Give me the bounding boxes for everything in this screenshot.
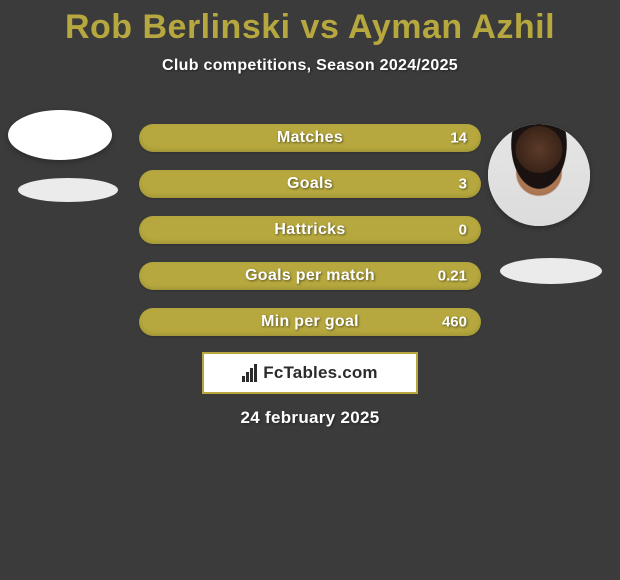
player-left-avatar bbox=[8, 110, 112, 160]
stat-label: Matches bbox=[277, 129, 343, 147]
stat-bars: Matches 14 Goals 3 Hattricks 0 Goals per match… bbox=[139, 124, 481, 354]
branding-badge: FcTables.com bbox=[202, 352, 418, 394]
stat-row: Goals 3 bbox=[139, 170, 481, 198]
stat-row: Goals per match 0.21 bbox=[139, 262, 481, 290]
stat-value: 0.21 bbox=[438, 268, 467, 285]
stat-row: Matches 14 bbox=[139, 124, 481, 152]
stat-value: 0 bbox=[459, 222, 467, 239]
stat-value: 3 bbox=[459, 176, 467, 193]
branding-logo-icon bbox=[242, 364, 257, 382]
player-left-shadow bbox=[18, 178, 118, 202]
stat-label: Hattricks bbox=[274, 221, 345, 239]
stat-label: Goals per match bbox=[245, 267, 375, 285]
page-title: Rob Berlinski vs Ayman Azhil bbox=[0, 0, 620, 47]
branding-text: FcTables.com bbox=[263, 363, 378, 383]
player-right-photo bbox=[488, 124, 590, 226]
stat-value: 14 bbox=[450, 130, 467, 147]
date-label: 24 february 2025 bbox=[0, 408, 620, 428]
stat-label: Min per goal bbox=[261, 313, 359, 331]
stat-label: Goals bbox=[287, 175, 333, 193]
player-right-shadow bbox=[500, 258, 602, 284]
player-right-avatar bbox=[488, 124, 590, 226]
stat-value: 460 bbox=[442, 314, 467, 331]
subtitle: Club competitions, Season 2024/2025 bbox=[0, 57, 620, 75]
stat-row: Hattricks 0 bbox=[139, 216, 481, 244]
stat-row: Min per goal 460 bbox=[139, 308, 481, 336]
